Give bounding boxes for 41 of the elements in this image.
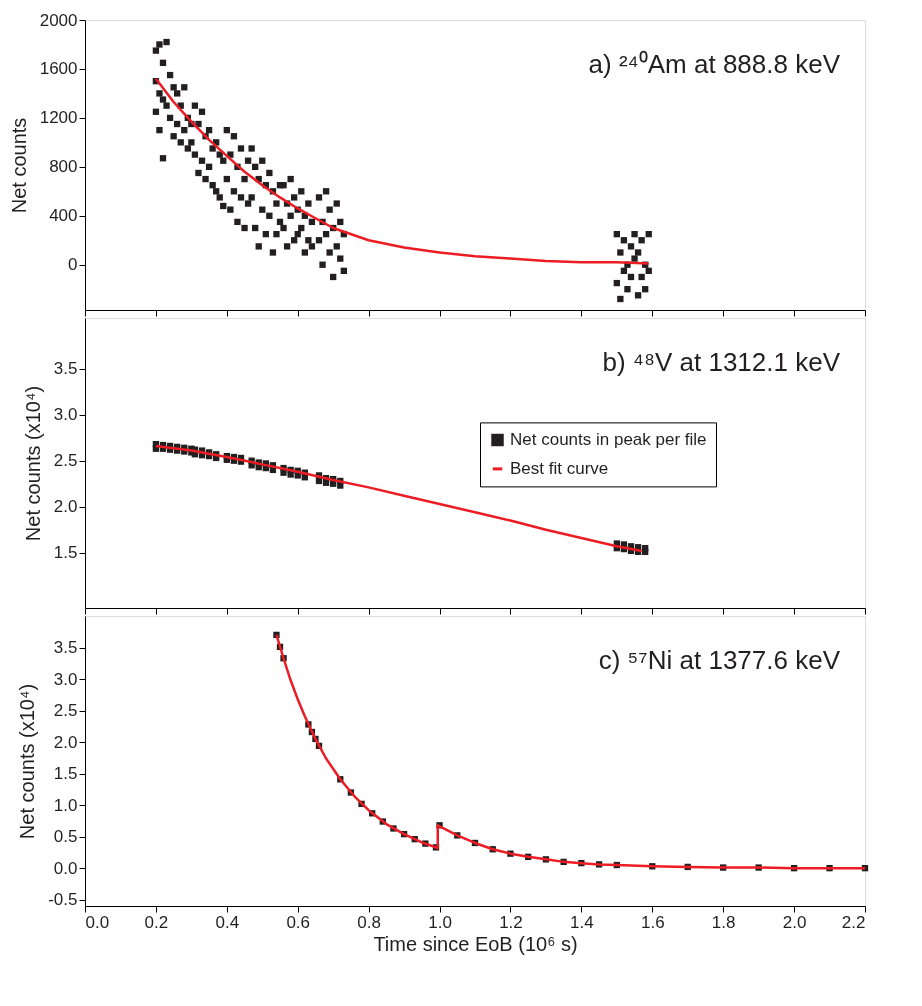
y-axis-title: Net counts (7, 117, 30, 214)
y-tick-label: 0.5 (53, 827, 78, 847)
y-tick-label: 1.0 (53, 795, 78, 815)
y-tick-label: 2.0 (53, 497, 78, 517)
x-tick-label: 1.4 (570, 912, 594, 932)
y-tick-label: 0.0 (53, 858, 78, 878)
x-tick-label: 1.6 (640, 912, 665, 932)
x-tick-label: 1.0 (428, 912, 452, 932)
y-tick-label: 400 (49, 206, 78, 226)
legend-label: Net counts in peak per file (510, 429, 707, 449)
y-tick-label: 1200 (39, 108, 78, 128)
y-tick-label: 2000 (39, 10, 78, 30)
annotation: a) ²⁴⁰Am at 888.8 keV (588, 49, 841, 79)
y-axis-title: Net counts (x10⁴) (21, 385, 44, 542)
y-tick-label: 1.5 (53, 543, 78, 563)
x-tick-label: 0.0 (85, 912, 110, 932)
y-axis-title: Net counts (x10⁴) (16, 683, 39, 840)
x-tick-label: 0.2 (144, 912, 169, 932)
x-tick-label: 1.2 (499, 912, 523, 932)
y-tick-label: 3.0 (53, 405, 78, 425)
x-tick-label: 0.4 (215, 912, 240, 932)
y-tick-label: 0 (68, 255, 78, 275)
x-tick-label: 2.0 (782, 912, 807, 932)
y-tick-label: 3.5 (53, 359, 78, 379)
y-tick-label: 2.5 (53, 451, 78, 471)
y-tick-label: 3.0 (53, 669, 78, 689)
y-tick-label: 3.5 (53, 638, 78, 658)
annotation: c) ⁵⁷Ni at 1377.6 keV (598, 645, 841, 675)
y-tick-label: -0.5 (48, 890, 78, 910)
annotation: b) ⁴⁸V at 1312.1 keV (602, 347, 841, 377)
x-tick-label: 0.8 (357, 912, 381, 932)
x-tick-label: 1.8 (711, 912, 736, 932)
x-axis-title: Time since EoB (10⁶ s) (373, 932, 578, 955)
x-tick-label: 0.6 (286, 912, 311, 932)
x-tick-label: 2.2 (841, 912, 866, 932)
y-tick-label: 800 (49, 157, 78, 177)
y-tick-label: 2.5 (53, 701, 78, 721)
y-tick-label: 1600 (39, 59, 78, 79)
legend-label: Best fit curve (510, 458, 609, 478)
y-tick-label: 2.0 (53, 732, 78, 752)
y-tick-label: 1.5 (53, 764, 78, 784)
